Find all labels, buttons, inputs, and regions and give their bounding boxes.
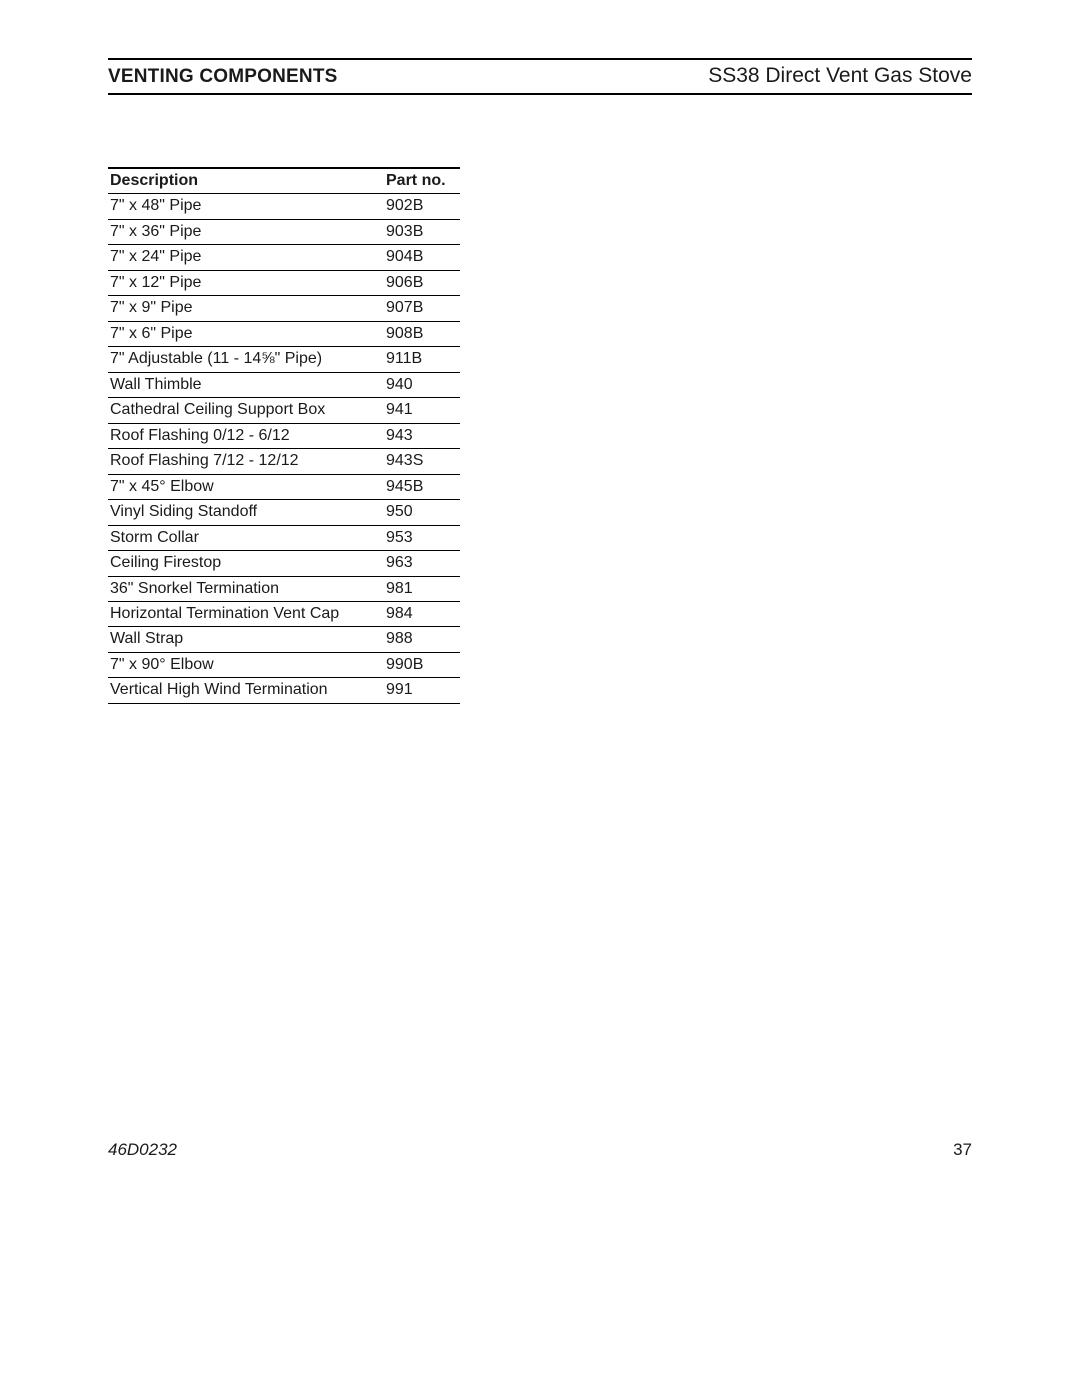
cell-description: Vertical High Wind Termination — [108, 678, 384, 703]
table-row: Storm Collar953 — [108, 525, 460, 550]
table-row: Cathedral Ceiling Support Box941 — [108, 398, 460, 423]
cell-partno: 991 — [384, 678, 460, 703]
cell-description: Wall Thimble — [108, 372, 384, 397]
product-name: SS38 Direct Vent Gas Stove — [708, 64, 972, 88]
cell-description: Cathedral Ceiling Support Box — [108, 398, 384, 423]
table-row: Roof Flashing 0/12 - 6/12943 — [108, 423, 460, 448]
cell-description: 7" x 90° Elbow — [108, 652, 384, 677]
page-header: VENTING COMPONENTS SS38 Direct Vent Gas … — [108, 58, 972, 95]
parts-table-wrap: Description Part no. 7" x 48" Pipe902B7"… — [108, 167, 460, 704]
cell-partno: 963 — [384, 551, 460, 576]
cell-description: 7" x 36" Pipe — [108, 219, 384, 244]
cell-description: Wall Strap — [108, 627, 384, 652]
cell-partno: 903B — [384, 219, 460, 244]
table-row: 7" x 24" Pipe904B — [108, 245, 460, 270]
cell-partno: 904B — [384, 245, 460, 270]
table-row: 7" x 48" Pipe902B — [108, 194, 460, 219]
doc-code: 46D0232 — [108, 1140, 177, 1160]
cell-description: Vinyl Siding Standoff — [108, 500, 384, 525]
col-header-partno: Part no. — [384, 168, 460, 194]
cell-description: Ceiling Firestop — [108, 551, 384, 576]
cell-partno: 906B — [384, 270, 460, 295]
table-row: 7" x 45° Elbow945B — [108, 474, 460, 499]
page-footer: 46D0232 37 — [108, 1140, 972, 1160]
cell-partno: 940 — [384, 372, 460, 397]
cell-description: 7" x 9" Pipe — [108, 296, 384, 321]
table-row: 7" x 90° Elbow990B — [108, 652, 460, 677]
cell-description: Storm Collar — [108, 525, 384, 550]
cell-partno: 988 — [384, 627, 460, 652]
cell-description: Roof Flashing 7/12 - 12/12 — [108, 449, 384, 474]
cell-description: Horizontal Termination Vent Cap — [108, 601, 384, 626]
cell-description: 7" Adjustable (11 - 14⅝" Pipe) — [108, 347, 384, 372]
table-header-row: Description Part no. — [108, 168, 460, 194]
table-row: Wall Thimble940 — [108, 372, 460, 397]
table-row: 7" Adjustable (11 - 14⅝" Pipe)911B — [108, 347, 460, 372]
cell-partno: 941 — [384, 398, 460, 423]
cell-description: 7" x 48" Pipe — [108, 194, 384, 219]
table-row: 7" x 36" Pipe903B — [108, 219, 460, 244]
cell-partno: 902B — [384, 194, 460, 219]
section-title: VENTING COMPONENTS — [108, 66, 338, 88]
table-row: 7" x 9" Pipe907B — [108, 296, 460, 321]
cell-partno: 945B — [384, 474, 460, 499]
cell-description: 7" x 24" Pipe — [108, 245, 384, 270]
cell-partno: 907B — [384, 296, 460, 321]
table-row: Wall Strap988 — [108, 627, 460, 652]
cell-partno: 953 — [384, 525, 460, 550]
cell-partno: 950 — [384, 500, 460, 525]
cell-partno: 943 — [384, 423, 460, 448]
table-row: Horizontal Termination Vent Cap984 — [108, 601, 460, 626]
table-row: Roof Flashing 7/12 - 12/12943S — [108, 449, 460, 474]
page-number: 37 — [953, 1140, 972, 1160]
cell-description: Roof Flashing 0/12 - 6/12 — [108, 423, 384, 448]
col-header-description: Description — [108, 168, 384, 194]
table-row: 7" x 12" Pipe906B — [108, 270, 460, 295]
parts-table: Description Part no. 7" x 48" Pipe902B7"… — [108, 167, 460, 704]
cell-partno: 911B — [384, 347, 460, 372]
cell-description: 7" x 6" Pipe — [108, 321, 384, 346]
cell-partno: 984 — [384, 601, 460, 626]
table-row: Vinyl Siding Standoff950 — [108, 500, 460, 525]
cell-partno: 990B — [384, 652, 460, 677]
table-row: Ceiling Firestop963 — [108, 551, 460, 576]
cell-description: 7" x 45° Elbow — [108, 474, 384, 499]
cell-partno: 943S — [384, 449, 460, 474]
cell-partno: 981 — [384, 576, 460, 601]
table-row: 7" x 6" Pipe908B — [108, 321, 460, 346]
cell-description: 36" Snorkel Termination — [108, 576, 384, 601]
table-row: Vertical High Wind Termination991 — [108, 678, 460, 703]
table-row: 36" Snorkel Termination981 — [108, 576, 460, 601]
page-content: VENTING COMPONENTS SS38 Direct Vent Gas … — [108, 58, 972, 704]
cell-partno: 908B — [384, 321, 460, 346]
cell-description: 7" x 12" Pipe — [108, 270, 384, 295]
